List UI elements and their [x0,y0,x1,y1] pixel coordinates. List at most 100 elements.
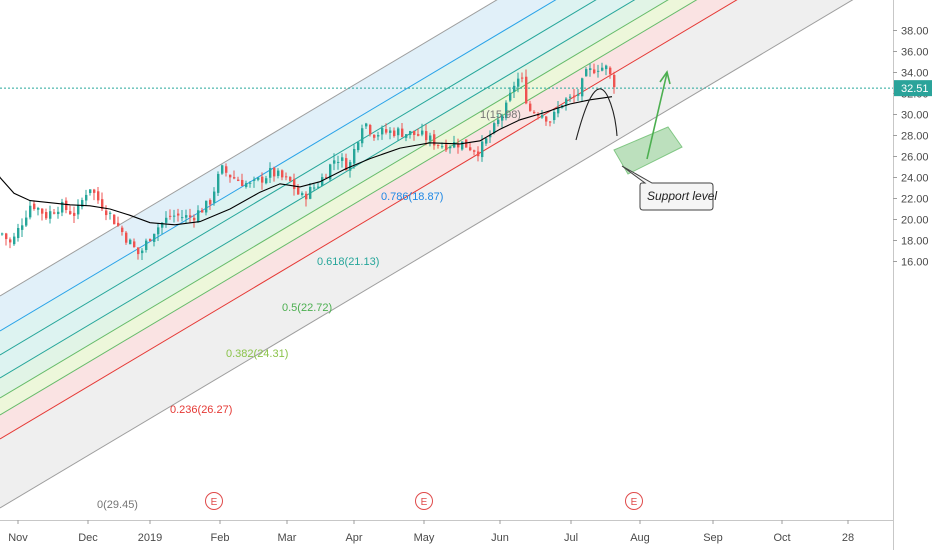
candle-body [181,217,184,219]
candle-body [409,131,412,135]
candle-body [485,138,488,144]
candle [149,238,152,242]
candle [313,184,316,191]
candle-body [157,227,160,235]
candle-body [233,177,236,179]
candle [429,132,432,147]
candle [341,153,344,168]
candle-body [313,187,316,189]
candle-body [325,177,328,179]
candle [209,198,212,210]
candle [237,176,240,182]
up-arrow-head [659,70,671,85]
candle-body [385,129,388,133]
candle [133,238,136,248]
candle [69,205,72,215]
candle-body [449,147,452,149]
fib-channel-line [0,0,669,399]
candle [289,176,292,182]
candle-body [261,176,264,183]
x-tick-label: Oct [773,532,790,544]
candle [37,206,40,216]
candle [277,168,280,179]
candle [5,232,8,246]
candle [365,122,368,129]
candle [449,145,452,154]
candle-body [497,119,500,124]
candle-body [361,128,364,144]
candle [613,71,616,94]
candle-body [77,204,80,215]
candle-body [545,116,548,122]
earnings-marker-circle [415,492,433,510]
candle-body [241,179,244,187]
y-tick-label: 20.00 [901,215,929,227]
candle [185,209,188,224]
candle-body [133,241,136,248]
candle-body [189,215,192,218]
candle [201,207,204,213]
candle-body [365,123,368,127]
candle-body [489,134,492,138]
candle-body [269,168,272,178]
candle [529,100,532,112]
candle-body [593,69,596,74]
candle [585,67,588,77]
candle-body [33,203,36,210]
candle-body [521,77,524,79]
candle-body [153,233,156,242]
candle-body [197,210,200,222]
candle [109,211,112,220]
y-tick-label: 36.00 [901,47,929,59]
candle [333,153,336,171]
candle [457,138,460,154]
candle-body [389,130,392,133]
candle [9,237,12,249]
candle [525,69,528,105]
earnings-marker: E [415,492,433,510]
candle-body [469,147,472,151]
candle [281,169,284,181]
candle-body [185,215,188,218]
candle [513,81,516,98]
candle [49,205,52,224]
candle-body [217,173,220,193]
fib-level-label: 1(15.98) [480,109,521,121]
fib-channel-lines [0,0,893,509]
candle [113,214,116,225]
x-tick-label: Apr [345,532,362,544]
candle-body [477,151,480,157]
last-price-tag-label: 32.51 [901,83,929,95]
candle [121,225,124,236]
candle-body [429,135,432,141]
candle [21,218,24,238]
candle [177,208,180,222]
fib-channel-bands [0,0,853,508]
candle-body [441,146,444,148]
candle [361,124,364,148]
last-price-tag-bg [894,80,932,97]
candle [53,209,56,215]
candle-body [81,200,84,207]
candle [229,174,232,183]
support-callout-bubble [621,165,714,211]
candle [377,131,380,141]
candle-body [177,213,180,216]
candle [393,127,396,138]
candle [105,205,108,221]
candle [269,162,272,183]
support-callout-text: Support level [647,189,717,203]
moving-average-line [0,96,613,226]
candle-body [605,65,608,70]
candle [193,214,196,228]
candle-body [525,76,528,104]
candle-body [1,233,4,235]
candle-body [501,116,504,121]
candle-body [221,165,224,174]
candle-body [569,96,572,98]
candle [305,191,308,207]
candle [565,97,568,111]
fib-channel-line [0,0,597,356]
candle-body [57,211,60,215]
